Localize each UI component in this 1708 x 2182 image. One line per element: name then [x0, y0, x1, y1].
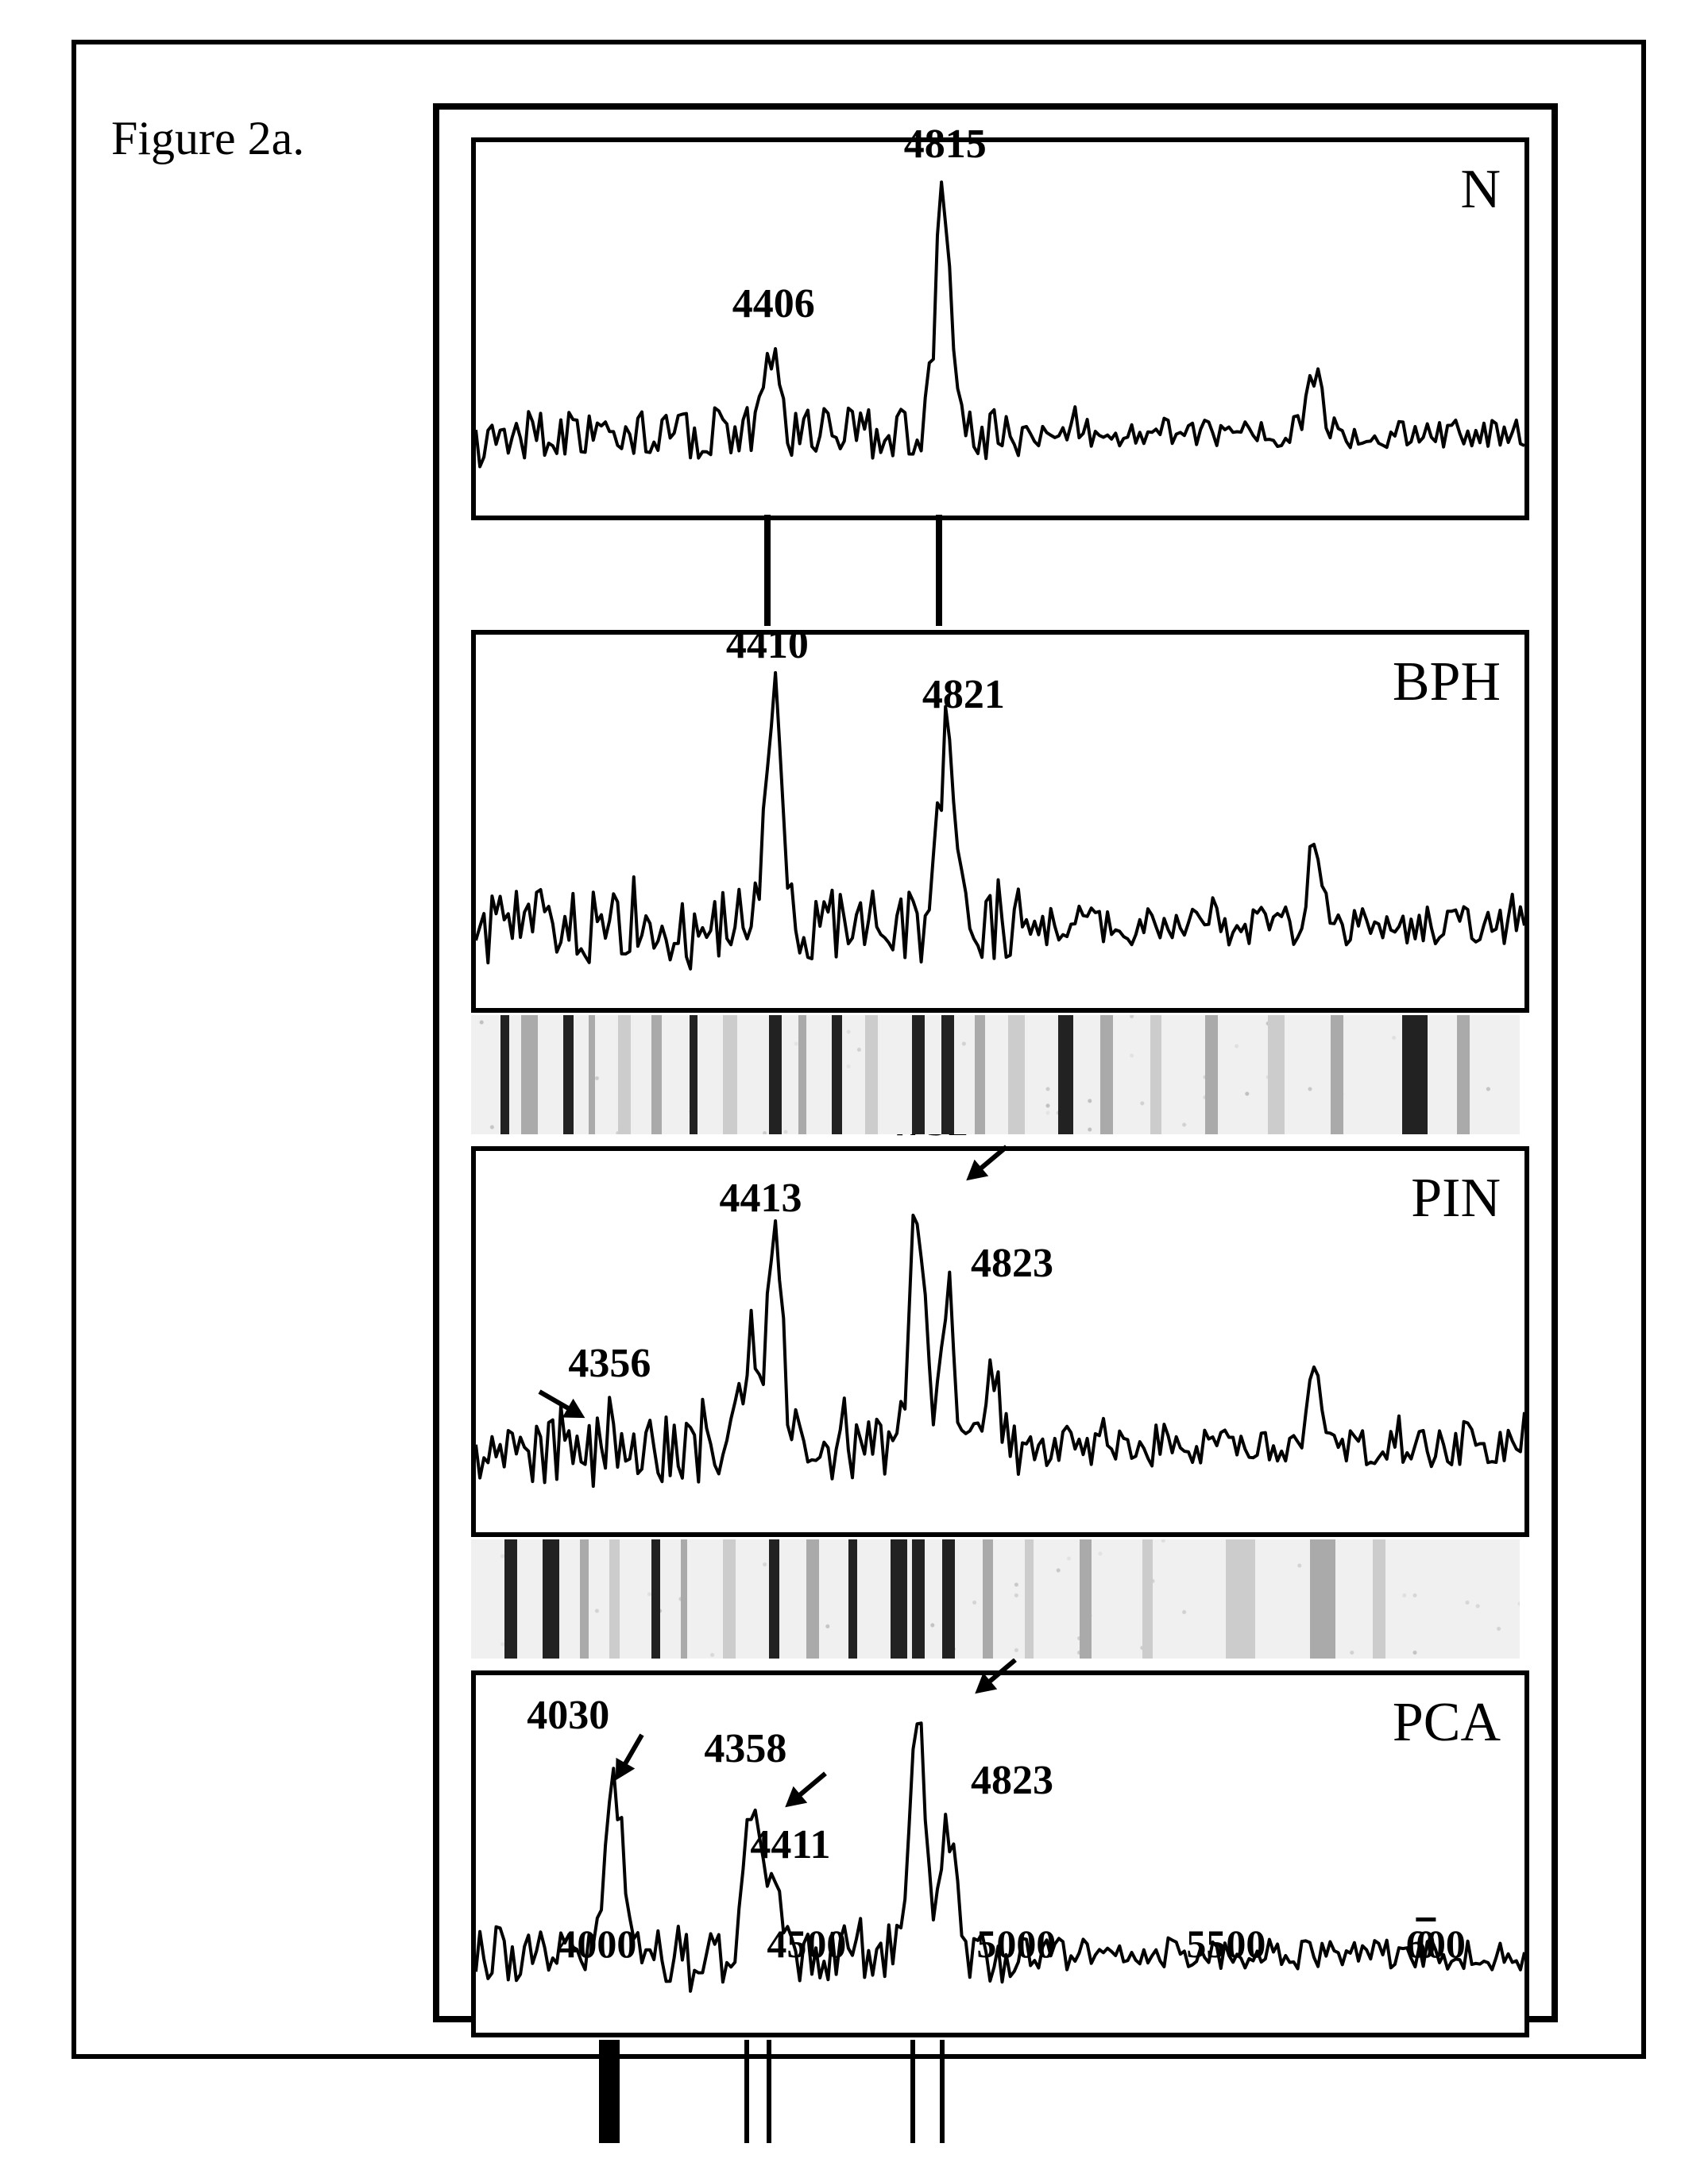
- x-tick-label-4000: 4000: [557, 1921, 636, 1967]
- bottom-dropline-4358: [744, 2040, 749, 2143]
- page: Figure 2a. N44064815BPH44104821PIN435644…: [0, 0, 1708, 2182]
- x-tick-label-4500: 4500: [767, 1921, 846, 1967]
- gel-band: [1402, 1015, 1428, 1134]
- panel-label-PIN: PIN: [1411, 1167, 1501, 1230]
- gel-band: [589, 1015, 595, 1134]
- gel-band: [1142, 1539, 1153, 1659]
- spectrum-panel-PIN: PIN4356441347524823: [471, 1146, 1529, 1537]
- peak-arrow-PCA-4358: [775, 1757, 839, 1821]
- gel-band: [1058, 1015, 1072, 1134]
- dropline-4815: [936, 515, 942, 626]
- gel-band: [832, 1015, 842, 1134]
- peak-label-PCA-4358: 4358: [704, 1725, 786, 1772]
- x-tick-label-5000: 5000: [976, 1921, 1056, 1967]
- gel-band: [769, 1539, 779, 1659]
- bottom-dropline-4411: [767, 2040, 771, 2143]
- gel-band: [543, 1539, 559, 1659]
- gel-strip-1: [471, 1539, 1520, 1659]
- spectra-frame: N44064815BPH44104821PIN4356441347524823P…: [433, 103, 1558, 2022]
- gel-band: [1310, 1539, 1335, 1659]
- gel-band: [1205, 1015, 1218, 1134]
- spectrum-panel-PCA: PCA40304358441147534823: [471, 1670, 1529, 2037]
- gel-band: [941, 1015, 954, 1134]
- panel-label-PCA: PCA: [1393, 1691, 1501, 1755]
- gel-band: [618, 1015, 631, 1134]
- gel-band: [504, 1539, 517, 1659]
- gel-band: [500, 1015, 509, 1134]
- gel-band: [798, 1015, 807, 1134]
- gel-band: [521, 1015, 538, 1134]
- x-axis-labels: 4000 4500 5000 5500 6000: [471, 1921, 1520, 1968]
- gel-band: [1025, 1539, 1034, 1659]
- peak-arrow-PIN-4752: [956, 1130, 1020, 1194]
- gel-band: [690, 1015, 698, 1134]
- gel-band: [1150, 1015, 1161, 1134]
- gel-band: [806, 1539, 819, 1659]
- gel-band: [891, 1539, 907, 1659]
- gel-band: [975, 1015, 985, 1134]
- gel-band: [723, 1015, 737, 1134]
- bottom-dropline-4030: [599, 2040, 620, 2143]
- bottom-dropline-4753: [910, 2040, 915, 2143]
- gel-strip-0: [471, 1015, 1520, 1134]
- peak-label-BPH-4410: 4410: [726, 621, 809, 668]
- gel-band: [912, 1539, 925, 1659]
- peak-label-PIN-4413: 4413: [719, 1175, 802, 1222]
- gel-band: [912, 1015, 925, 1134]
- gel-band: [580, 1539, 589, 1659]
- gel-band: [1226, 1539, 1255, 1659]
- gel-band: [983, 1539, 993, 1659]
- gel-band: [1457, 1015, 1470, 1134]
- gel-band: [1008, 1015, 1025, 1134]
- x-tick-label-5500: 5500: [1186, 1921, 1266, 1967]
- peak-arrow-PIN-4356: [528, 1372, 592, 1435]
- gel-band: [1100, 1015, 1113, 1134]
- peak-label-N-4815: 4815: [904, 121, 987, 168]
- gel-band: [609, 1539, 620, 1659]
- peak-label-N-4406: 4406: [732, 280, 815, 327]
- gel-band: [848, 1539, 857, 1659]
- gel-band: [1331, 1015, 1343, 1134]
- peak-label-PCA-4411: 4411: [750, 1821, 830, 1868]
- gel-band: [651, 1015, 662, 1134]
- gel-band: [563, 1015, 574, 1134]
- gel-band: [942, 1539, 955, 1659]
- dropline-4406: [764, 515, 771, 626]
- gel-band: [1080, 1539, 1092, 1659]
- gel-band: [651, 1539, 660, 1659]
- bottom-droplines: [471, 2040, 1520, 2143]
- x-tick-label-6000: 6000: [1406, 1921, 1466, 1967]
- spectrum-panel-N: N44064815: [471, 137, 1529, 520]
- peak-arrow-PCA-4030: [598, 1724, 662, 1787]
- peak-label-PCA-4823: 4823: [971, 1757, 1053, 1804]
- peak-label-PIN-4823: 4823: [971, 1240, 1053, 1287]
- panel-label-BPH: BPH: [1393, 651, 1501, 714]
- bottom-dropline-4823: [940, 2040, 945, 2143]
- panel-label-N: N: [1460, 158, 1501, 222]
- gel-band: [681, 1539, 687, 1659]
- gel-band: [1373, 1539, 1385, 1659]
- peak-label-PCA-4030: 4030: [527, 1692, 609, 1739]
- figure-caption: Figure 2a.: [111, 111, 304, 166]
- gel-band: [723, 1539, 736, 1659]
- gel-band: [865, 1015, 878, 1134]
- peak-label-BPH-4821: 4821: [922, 671, 1005, 718]
- gel-band: [1268, 1015, 1285, 1134]
- gel-band: [769, 1015, 782, 1134]
- spectrum-panel-BPH: BPH44104821: [471, 630, 1529, 1013]
